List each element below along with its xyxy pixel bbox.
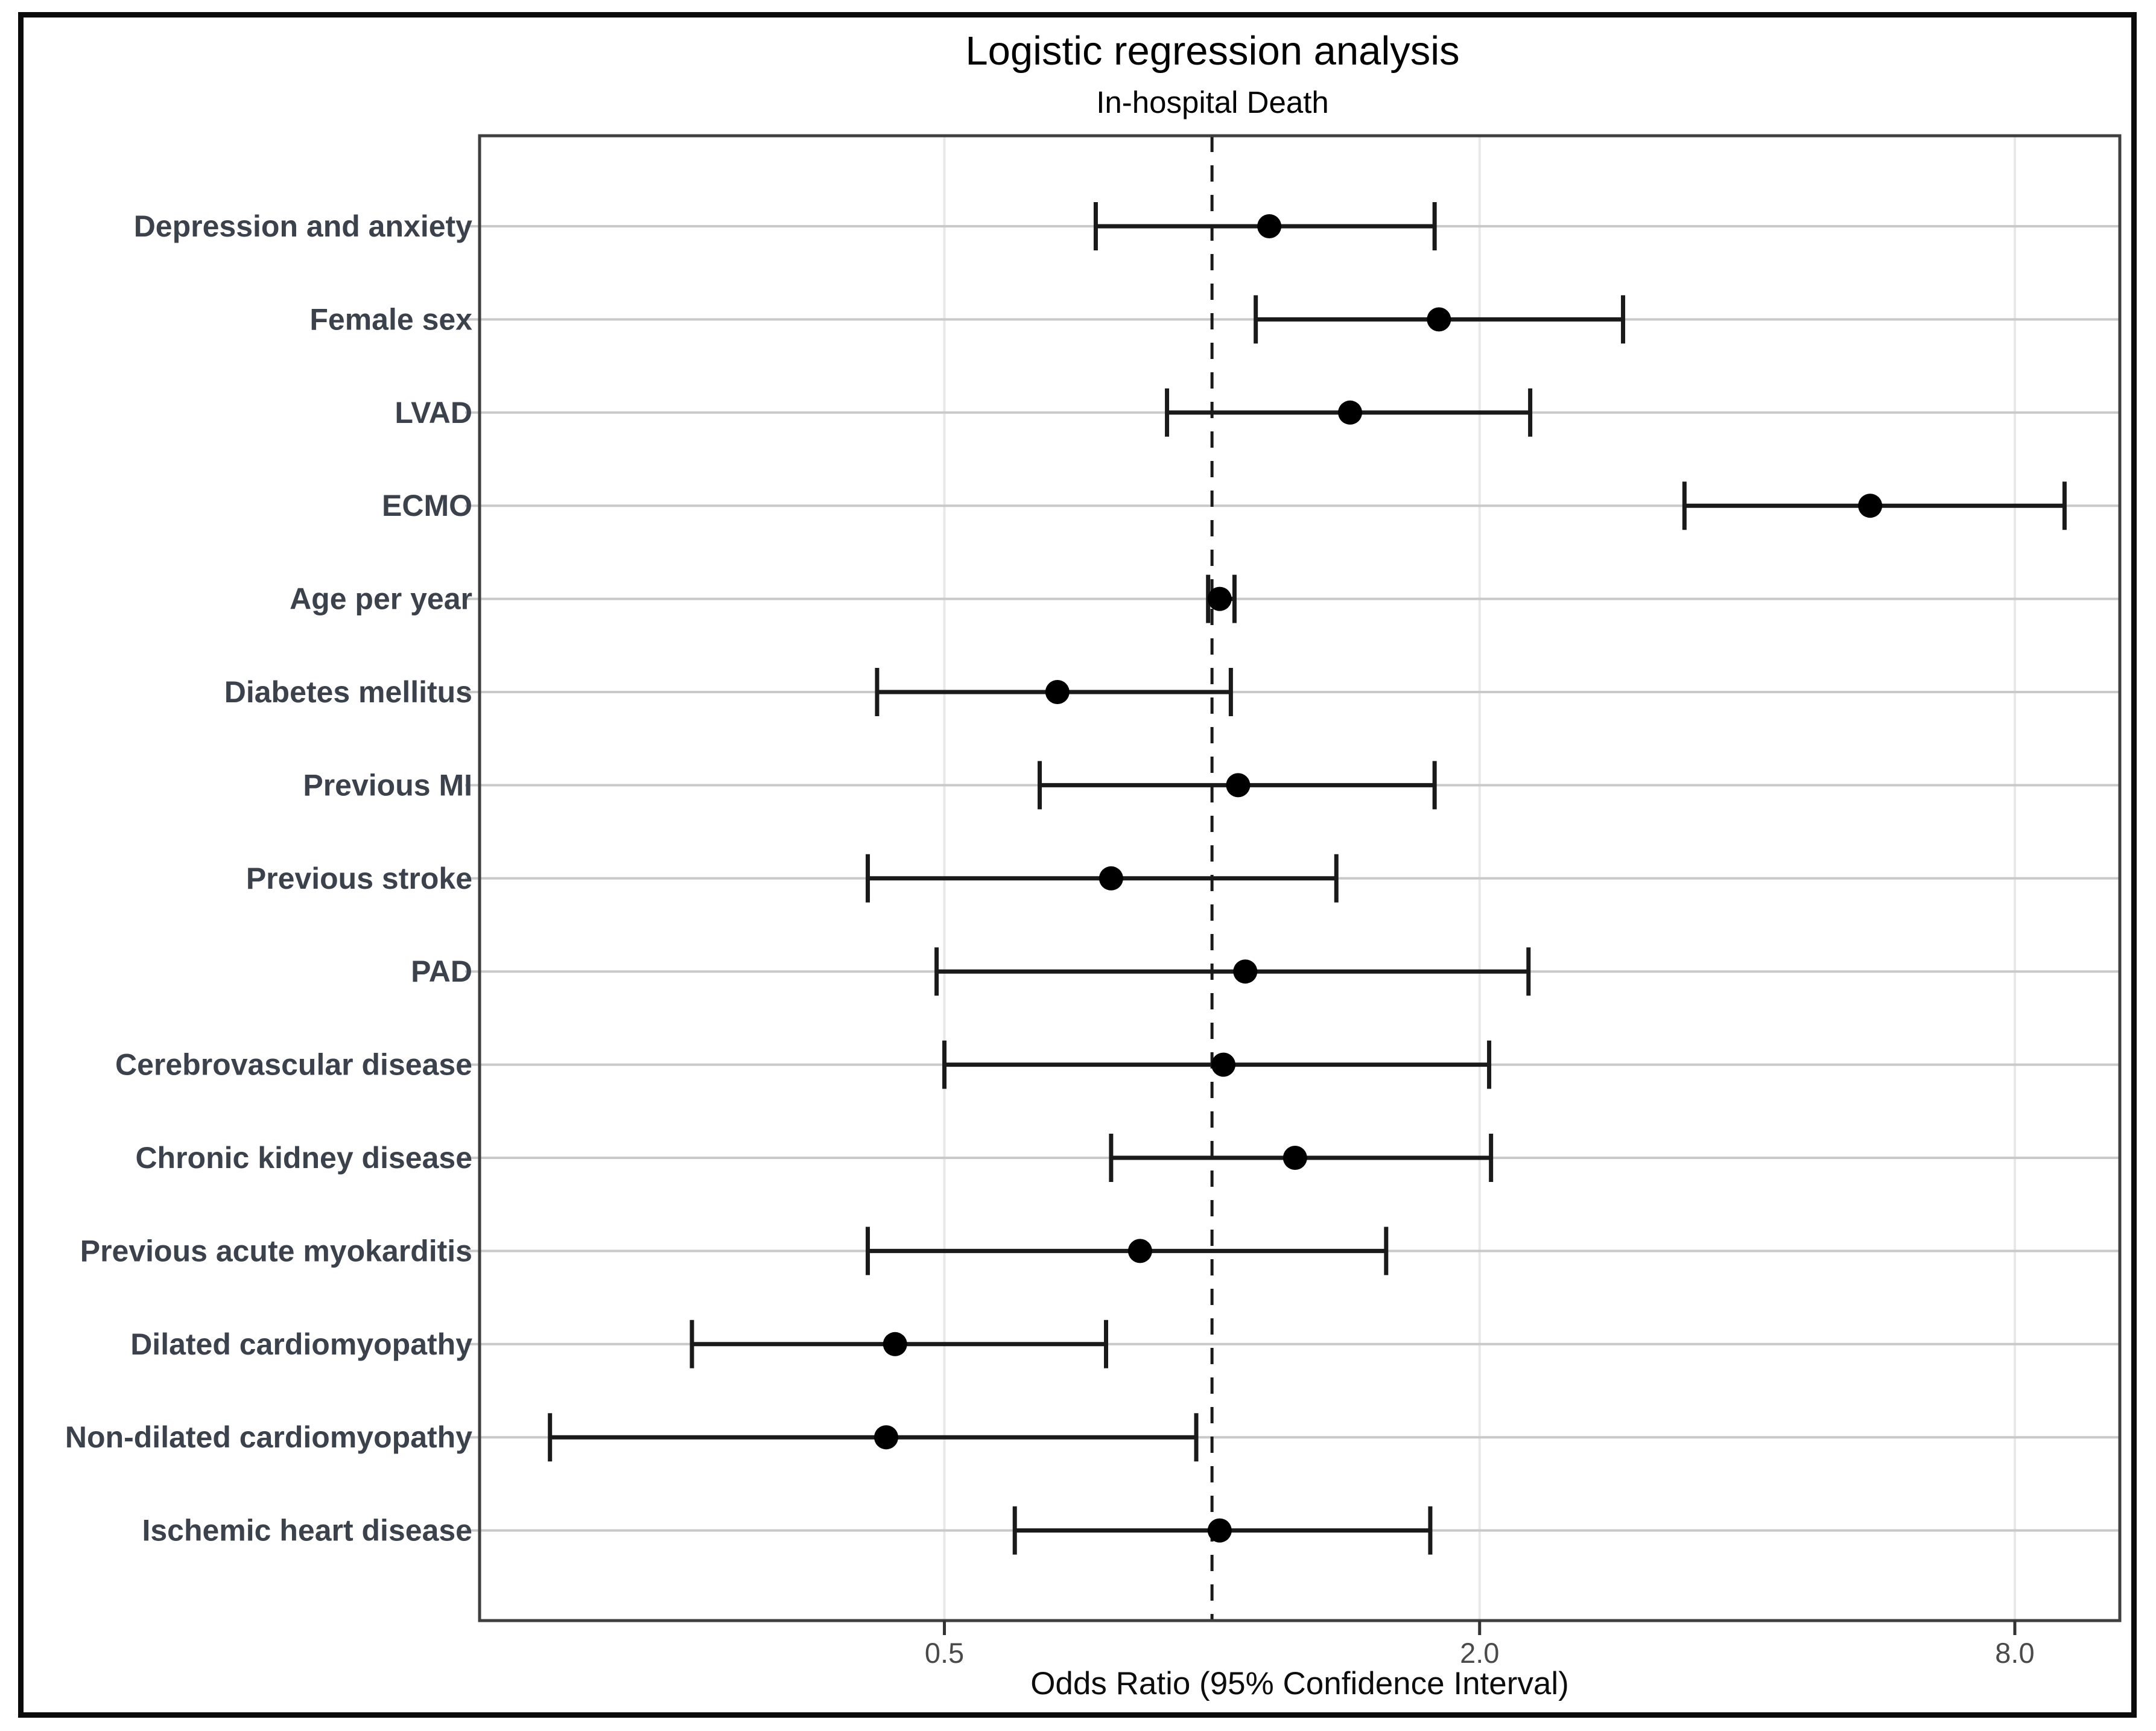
- panel-border: [478, 134, 2122, 1622]
- row-label: Previous MI: [303, 768, 472, 802]
- point-estimate: [1207, 586, 1232, 611]
- point-estimate: [1099, 866, 1123, 891]
- point-estimate: [1226, 773, 1251, 798]
- row-label: Female sex: [309, 302, 472, 336]
- row-label: Diabetes mellitus: [224, 675, 472, 709]
- row-label: Depression and anxiety: [134, 209, 472, 243]
- x-tick-label: 2.0: [1460, 1637, 1499, 1669]
- row-label: Chronic kidney disease: [135, 1141, 472, 1175]
- row-label: PAD: [411, 954, 472, 988]
- row-label: Non-dilated cardiomyopathy: [65, 1420, 472, 1454]
- chart-subtitle: In-hospital Death: [1096, 85, 1329, 119]
- point-estimate: [874, 1425, 899, 1450]
- point-estimate: [1211, 1052, 1236, 1077]
- point-estimate: [883, 1332, 907, 1356]
- chart-title: Logistic regression analysis: [965, 28, 1460, 74]
- row-label: Age per year: [290, 582, 472, 616]
- row-label: Ischemic heart disease: [142, 1514, 472, 1548]
- point-estimate: [1858, 494, 1883, 518]
- point-estimate: [1427, 307, 1451, 332]
- point-estimate: [1233, 959, 1258, 984]
- row-label: Previous stroke: [246, 862, 472, 895]
- point-estimate: [1045, 680, 1070, 704]
- row-label: Previous acute myokarditis: [80, 1234, 472, 1268]
- x-axis-title: Odds Ratio (95% Confidence Interval): [1030, 1666, 1569, 1701]
- point-estimate: [1257, 214, 1282, 238]
- x-tick-label: 8.0: [1995, 1637, 2034, 1669]
- point-estimate: [1207, 1518, 1232, 1543]
- x-tick-label: 0.5: [925, 1637, 964, 1669]
- point-estimate: [1283, 1146, 1307, 1170]
- row-label: Cerebrovascular disease: [115, 1048, 472, 1082]
- point-estimate: [1338, 400, 1363, 425]
- row-label: ECMO: [382, 489, 472, 522]
- row-label: Dilated cardiomyopathy: [130, 1327, 472, 1361]
- row-label: LVAD: [395, 396, 472, 430]
- point-estimate: [1127, 1239, 1152, 1263]
